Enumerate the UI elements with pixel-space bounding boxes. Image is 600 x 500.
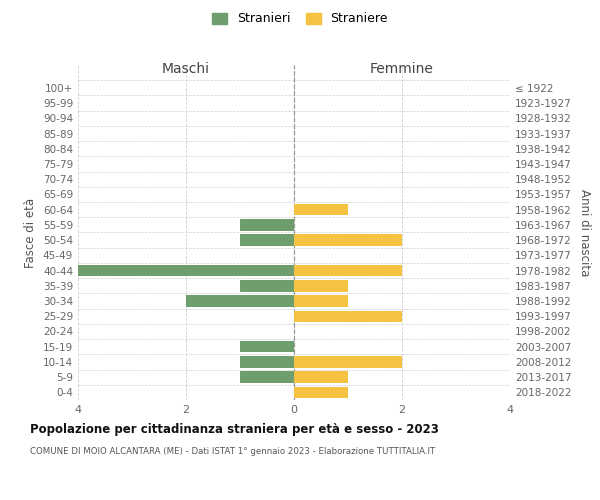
Text: Maschi: Maschi	[162, 62, 210, 76]
Bar	[294, 234, 402, 246]
Bar	[294, 372, 348, 383]
Bar	[294, 296, 348, 306]
Bar	[240, 280, 294, 291]
Bar	[240, 372, 294, 383]
Bar	[240, 234, 294, 246]
Bar	[294, 356, 402, 368]
Text: Popolazione per cittadinanza straniera per età e sesso - 2023: Popolazione per cittadinanza straniera p…	[30, 422, 439, 436]
Bar	[294, 280, 348, 291]
Bar	[240, 341, 294, 352]
Y-axis label: Fasce di età: Fasce di età	[25, 198, 37, 268]
Legend: Stranieri, Straniere: Stranieri, Straniere	[208, 8, 392, 29]
Y-axis label: Anni di nascita: Anni di nascita	[578, 189, 591, 276]
Text: COMUNE DI MOIO ALCANTARA (ME) - Dati ISTAT 1° gennaio 2023 - Elaborazione TUTTIT: COMUNE DI MOIO ALCANTARA (ME) - Dati IST…	[30, 448, 435, 456]
Bar	[78, 265, 294, 276]
Text: Femmine: Femmine	[370, 62, 434, 76]
Bar	[294, 265, 402, 276]
Bar	[294, 204, 348, 216]
Bar	[294, 386, 348, 398]
Bar	[186, 296, 294, 306]
Bar	[240, 356, 294, 368]
Bar	[240, 219, 294, 230]
Bar	[294, 310, 402, 322]
